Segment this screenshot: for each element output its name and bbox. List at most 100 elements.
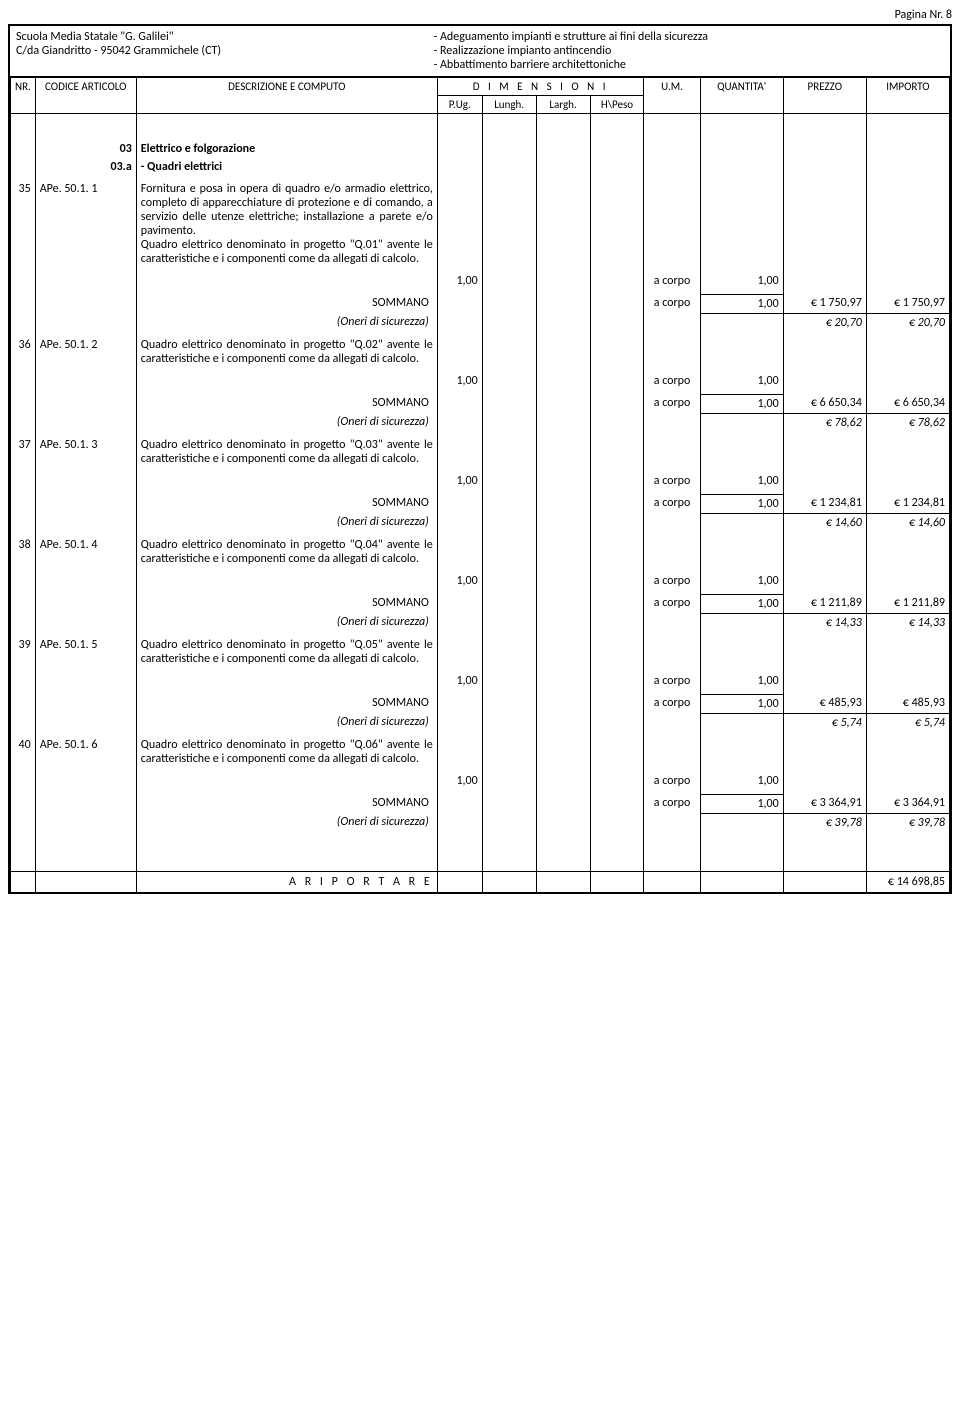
oneri-importo: € 20,70 [866,313,949,332]
sommano-qta: 1,00 [700,294,783,313]
th-largh: Largh. [536,96,590,114]
item-um: a corpo [644,672,700,690]
item-importo: € 1 750,97 [866,294,949,313]
item-nr: 40 [11,736,36,768]
oneri-prezzo: € 14,60 [783,513,866,532]
subsection-code: 03.a [35,158,136,176]
oneri-prezzo: € 20,70 [783,313,866,332]
item-nr: 37 [11,436,36,468]
item-desc: Quadro elettrico denominato in progetto … [136,536,437,568]
th-um: U.M. [644,78,700,114]
sommano-label: SOMMANO [136,294,437,313]
item-desc: Quadro elettrico denominato in progetto … [136,336,437,368]
sommano-um: a corpo [644,594,700,613]
item-nr: 38 [11,536,36,568]
item-um: a corpo [644,772,700,790]
table-body: 03Elettrico e folgorazione03.a- Quadri e… [11,114,950,892]
oneri-importo: € 14,60 [866,513,949,532]
item-pug: 1,00 [437,672,482,690]
sommano-um: a corpo [644,794,700,813]
oneri-prezzo: € 78,62 [783,413,866,432]
item-nr: 39 [11,636,36,668]
sommano-qta: 1,00 [700,594,783,613]
oneri-prezzo: € 5,74 [783,713,866,732]
section-title: Elettrico e folgorazione [136,140,437,158]
sommano-label: SOMMANO [136,594,437,613]
section-code: 03 [35,140,136,158]
item-qta: 1,00 [700,572,783,590]
item-pug: 1,00 [437,772,482,790]
header-left-line2: C/da Giandritto - 95042 Grammichele (CT) [16,44,434,58]
item-pug: 1,00 [437,372,482,390]
th-hpeso: H\Peso [590,96,644,114]
oneri-label: (Oneri di sicurezza) [136,513,437,532]
item-codice: APe. 50.1. 4 [35,536,136,568]
header-left-line1: Scuola Media Statale "G. Galilei" [16,30,434,44]
item-qta: 1,00 [700,272,783,290]
header-right-line3: - Abbattimento barriere architettoniche [434,58,944,72]
page-number: Pagina Nr. 8 [8,8,952,22]
subsection-title: - Quadri elettrici [136,158,437,176]
item-pug: 1,00 [437,472,482,490]
sommano-label: SOMMANO [136,694,437,713]
sommano-um: a corpo [644,294,700,313]
item-importo: € 6 650,34 [866,394,949,413]
oneri-label: (Oneri di sicurezza) [136,313,437,332]
item-pug: 1,00 [437,572,482,590]
item-importo: € 3 364,91 [866,794,949,813]
th-nr: NR. [11,78,36,114]
item-um: a corpo [644,372,700,390]
sommano-qta: 1,00 [700,494,783,513]
sommano-um: a corpo [644,394,700,413]
item-prezzo: € 485,93 [783,694,866,713]
item-codice: APe. 50.1. 2 [35,336,136,368]
document-header: Scuola Media Statale "G. Galilei" C/da G… [10,26,950,77]
item-codice: APe. 50.1. 5 [35,636,136,668]
riportare-label: A R I P O R T A R E [136,872,437,892]
sommano-label: SOMMANO [136,394,437,413]
oneri-label: (Oneri di sicurezza) [136,413,437,432]
header-right-line2: - Realizzazione impianto antincendio [434,44,944,58]
item-prezzo: € 1 750,97 [783,294,866,313]
oneri-prezzo: € 14,33 [783,613,866,632]
oneri-importo: € 78,62 [866,413,949,432]
document-frame: Scuola Media Statale "G. Galilei" C/da G… [8,24,952,894]
item-qta: 1,00 [700,772,783,790]
oneri-importo: € 14,33 [866,613,949,632]
oneri-label: (Oneri di sicurezza) [136,813,437,832]
sommano-qta: 1,00 [700,394,783,413]
oneri-prezzo: € 39,78 [783,813,866,832]
th-dimensioni: D I M E N S I O N I [437,78,644,96]
oneri-importo: € 39,78 [866,813,949,832]
sommano-um: a corpo [644,694,700,713]
item-qta: 1,00 [700,472,783,490]
th-pug: P.Ug. [437,96,482,114]
item-prezzo: € 6 650,34 [783,394,866,413]
item-um: a corpo [644,472,700,490]
item-um: a corpo [644,572,700,590]
item-codice: APe. 50.1. 3 [35,436,136,468]
sommano-qta: 1,00 [700,694,783,713]
oneri-label: (Oneri di sicurezza) [136,613,437,632]
riportare-total: € 14 698,85 [866,872,949,892]
item-desc: Quadro elettrico denominato in progetto … [136,736,437,768]
th-prezzo: PREZZO [783,78,866,114]
sommano-um: a corpo [644,494,700,513]
sommano-label: SOMMANO [136,794,437,813]
th-descrizione: DESCRIZIONE E COMPUTO [136,78,437,114]
item-importo: € 1 234,81 [866,494,949,513]
sommano-qta: 1,00 [700,794,783,813]
th-quantita: QUANTITA' [700,78,783,114]
item-qta: 1,00 [700,672,783,690]
item-prezzo: € 3 364,91 [783,794,866,813]
oneri-importo: € 5,74 [866,713,949,732]
item-desc: Quadro elettrico denominato in progetto … [136,636,437,668]
item-prezzo: € 1 211,89 [783,594,866,613]
th-codice: CODICE ARTICOLO [35,78,136,114]
item-pug: 1,00 [437,272,482,290]
item-importo: € 485,93 [866,694,949,713]
item-desc: Quadro elettrico denominato in progetto … [136,436,437,468]
item-importo: € 1 211,89 [866,594,949,613]
item-codice: APe. 50.1. 6 [35,736,136,768]
item-prezzo: € 1 234,81 [783,494,866,513]
